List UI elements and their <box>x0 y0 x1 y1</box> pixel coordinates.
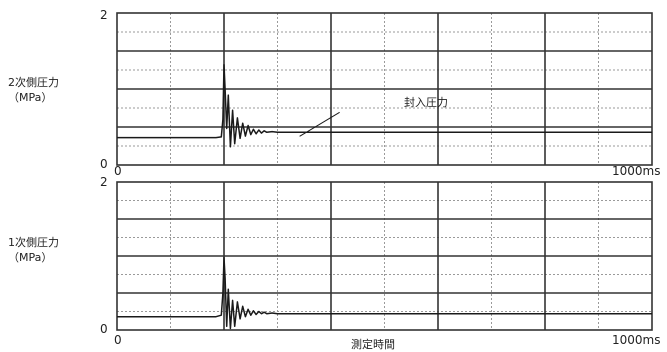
top-ytick-min: 0 <box>100 157 108 171</box>
top-panel <box>116 12 653 166</box>
top-xtick-start: 0 <box>114 164 122 178</box>
bottom-series-line-0 <box>117 256 652 330</box>
bottom-frame <box>116 181 653 331</box>
bottom-ytick-min: 0 <box>100 322 108 336</box>
bottom-xtick-end: 1000ms <box>612 333 660 347</box>
top-frame <box>116 12 653 166</box>
bottom-ytick-max: 2 <box>100 175 108 189</box>
bottom-ylabel: 1次側圧力 <box>8 235 59 249</box>
fill-pressure-annotation: 封入圧力 <box>404 95 448 109</box>
top-series-line-0 <box>117 63 652 148</box>
bottom-xtick-start: 0 <box>114 333 122 347</box>
top-yunit: （MPa） <box>8 91 52 104</box>
bottom-yunit: （MPa） <box>8 251 52 264</box>
top-ytick-max: 2 <box>100 8 108 22</box>
top-xtick-end: 1000ms <box>612 164 660 178</box>
bottom-panel <box>116 181 653 331</box>
top-ylabel: 2次側圧力 <box>8 75 59 89</box>
top-annotation-leader-0 <box>299 111 340 137</box>
x-axis-label: 測定時間 <box>351 337 395 351</box>
